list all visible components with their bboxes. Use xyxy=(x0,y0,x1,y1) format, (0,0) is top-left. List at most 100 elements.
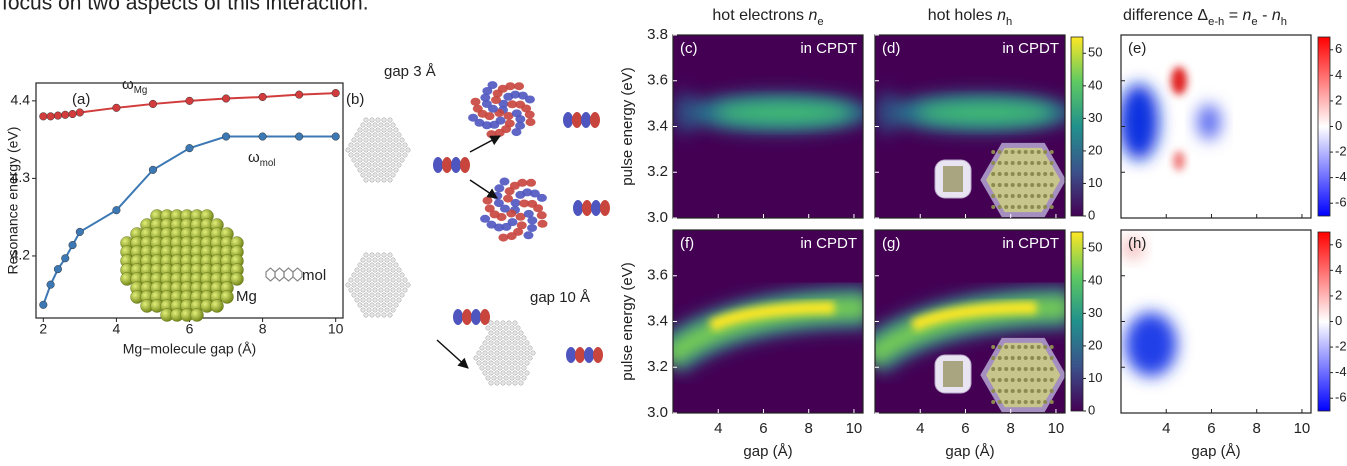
atom xyxy=(495,351,499,355)
orbital-lobe xyxy=(486,130,496,138)
inset-atom xyxy=(1050,161,1054,165)
series-sub: mol xyxy=(260,158,276,169)
atom xyxy=(358,293,362,297)
inset-atom xyxy=(1037,356,1041,360)
atom xyxy=(510,336,514,340)
atom xyxy=(486,356,490,360)
panel-note: in CPDT xyxy=(1002,40,1059,57)
atom xyxy=(379,268,383,272)
inset-atom xyxy=(1050,356,1054,360)
colorbar xyxy=(1071,37,1083,216)
atom xyxy=(373,268,377,272)
inset-atom xyxy=(1004,150,1008,154)
atom xyxy=(513,321,517,325)
atom xyxy=(364,168,368,172)
colorbar-tick-label: 10 xyxy=(1088,175,1102,190)
inset-atom xyxy=(1043,378,1047,382)
series-label: ωMg xyxy=(122,76,147,96)
atom xyxy=(495,371,499,375)
atom xyxy=(352,138,356,142)
atom xyxy=(385,133,389,137)
orbital-lobe xyxy=(527,224,537,232)
orbital-lobe xyxy=(507,232,517,240)
atom xyxy=(382,273,386,277)
atom xyxy=(492,326,496,330)
molecule-lobe xyxy=(460,157,470,173)
x-tick-label: 4 xyxy=(916,420,924,437)
colorbar xyxy=(1318,37,1330,216)
atom xyxy=(361,173,365,177)
atom xyxy=(477,361,481,365)
atom xyxy=(486,346,490,350)
atom xyxy=(388,128,392,132)
atom xyxy=(361,278,365,282)
colorbar-tick-label: 30 xyxy=(1088,305,1102,320)
atom xyxy=(352,283,356,287)
atom xyxy=(364,138,368,142)
atom xyxy=(370,118,374,122)
atom xyxy=(379,288,383,292)
inset-atom xyxy=(1037,378,1041,382)
atom xyxy=(391,298,395,302)
heat-glow xyxy=(917,102,1054,124)
atom xyxy=(361,288,365,292)
molecule-ring xyxy=(293,268,302,281)
x-axis-label: Mg−molecule gap (Å) xyxy=(123,341,256,357)
atom xyxy=(501,341,505,345)
atom xyxy=(385,298,389,302)
atom xyxy=(370,313,374,317)
inset-atom xyxy=(991,161,995,165)
arrow xyxy=(437,340,468,368)
atom xyxy=(498,336,502,340)
inset-atom xyxy=(1030,161,1034,165)
inset-atom xyxy=(1037,389,1041,393)
atom xyxy=(498,376,502,380)
inset-atom xyxy=(1037,172,1041,176)
colorbar-tick-label: 20 xyxy=(1088,142,1102,157)
atom xyxy=(367,133,371,137)
orbital-lobe xyxy=(480,215,490,223)
colorbar-tick-label: 2 xyxy=(1335,92,1342,107)
atom xyxy=(501,371,505,375)
inset-atom xyxy=(1004,205,1008,209)
inset-atom xyxy=(1050,194,1054,198)
atom xyxy=(373,123,377,127)
inset-atom xyxy=(1024,378,1028,382)
column-title-part: e xyxy=(817,16,823,28)
atom xyxy=(373,143,377,147)
atom xyxy=(370,283,374,287)
atom xyxy=(519,331,523,335)
y-tick-label: 3.2 xyxy=(647,163,668,180)
atom xyxy=(385,123,389,127)
atom xyxy=(370,158,374,162)
inset-atom xyxy=(1024,345,1028,349)
inset-atom xyxy=(998,172,1002,176)
inset-atom xyxy=(1004,378,1008,382)
orbital-lobe xyxy=(494,184,504,192)
atom xyxy=(495,381,499,385)
inset-atom xyxy=(1050,205,1054,209)
inset-molecule-core xyxy=(943,166,963,192)
inset-atom xyxy=(991,205,995,209)
panel-note: in CPDT xyxy=(800,40,857,57)
atom xyxy=(355,143,359,147)
atom xyxy=(507,321,511,325)
atom xyxy=(516,346,520,350)
inset-atom xyxy=(1037,367,1041,371)
atom xyxy=(397,163,401,167)
atom xyxy=(385,278,389,282)
inset-atom xyxy=(1011,161,1015,165)
inset-atom xyxy=(1050,367,1054,371)
atom xyxy=(358,168,362,172)
inset-atom xyxy=(1024,205,1028,209)
caption-text: focus on two aspects of this interaction… xyxy=(2,0,369,15)
data-point xyxy=(332,89,340,97)
atom xyxy=(388,148,392,152)
atom xyxy=(495,341,499,345)
x-axis-label: gap (Å) xyxy=(945,443,994,460)
inset-atom xyxy=(998,161,1002,165)
y-axis-label: Resonance energy (eV) xyxy=(5,127,21,275)
atom xyxy=(355,268,359,272)
atom xyxy=(361,123,365,127)
atom xyxy=(406,283,410,287)
